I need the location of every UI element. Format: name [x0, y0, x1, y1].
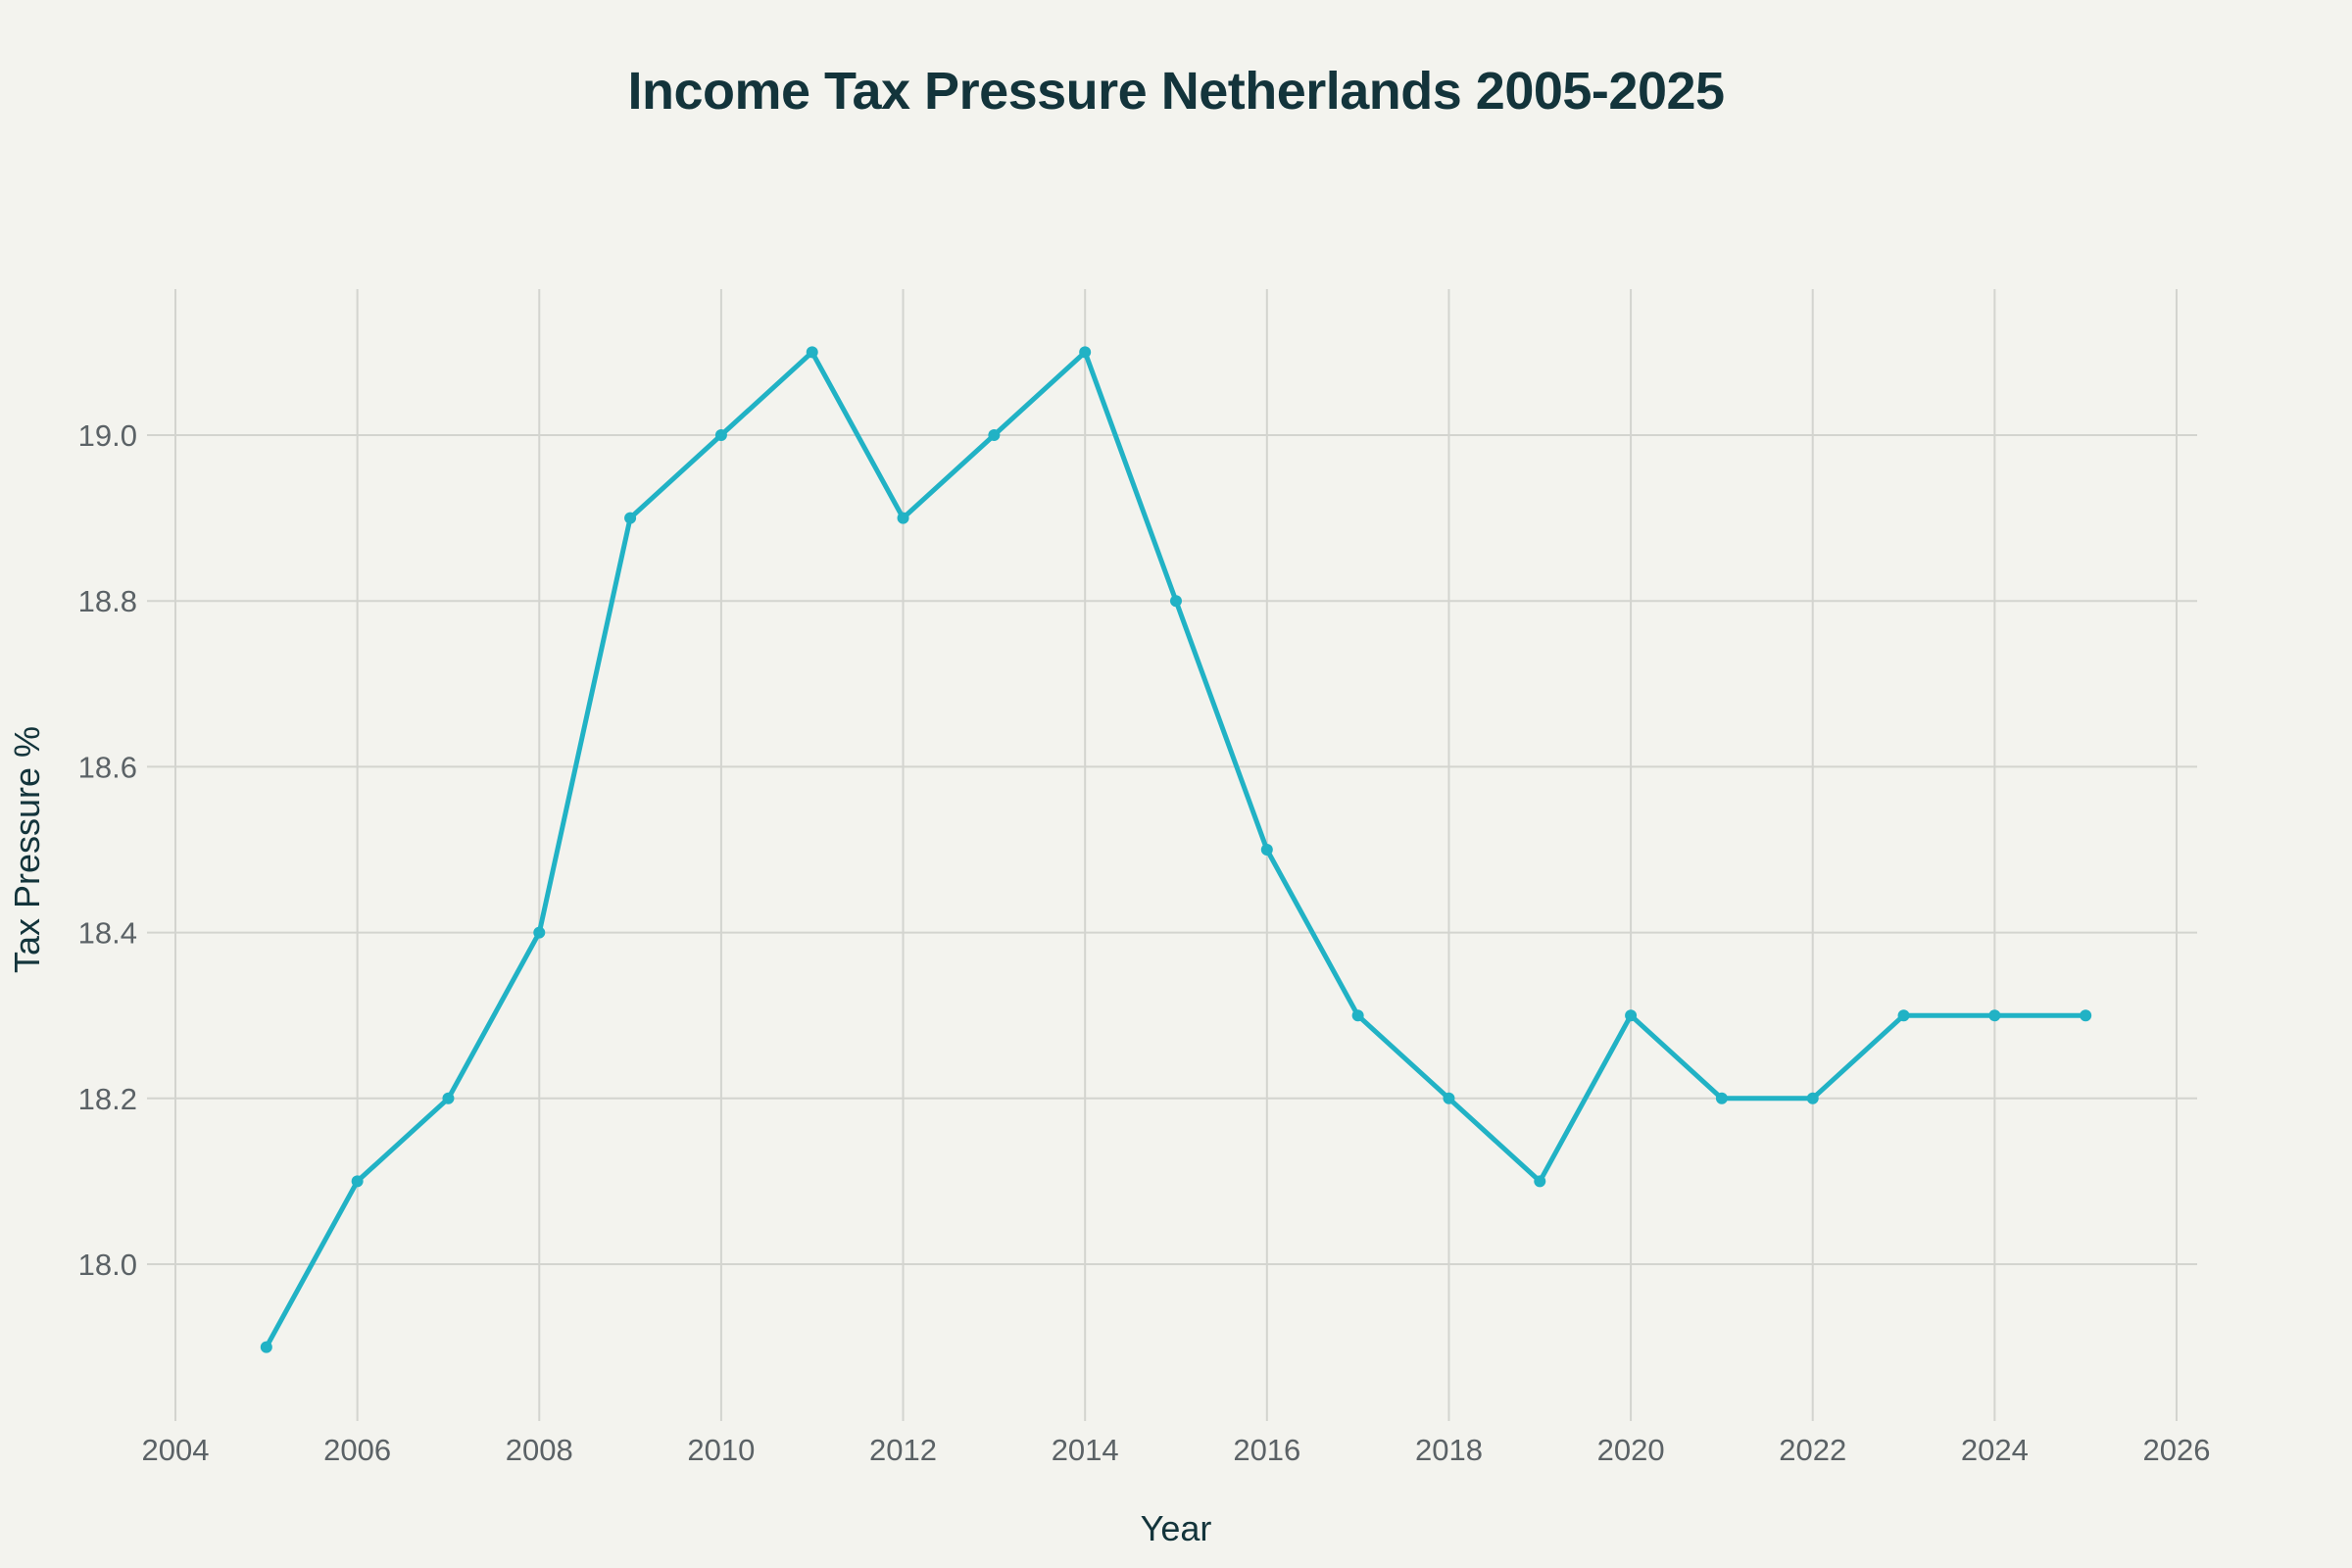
data-point[interactable]: [1897, 1009, 1910, 1022]
x-tick-label: 2018: [1415, 1433, 1483, 1467]
data-point[interactable]: [806, 346, 818, 359]
data-point[interactable]: [1260, 844, 1273, 856]
grid: [147, 289, 2197, 1421]
data-point[interactable]: [714, 429, 727, 441]
y-tick-label: 18.0: [78, 1248, 137, 1282]
data-point[interactable]: [533, 926, 546, 939]
chart-title: Income Tax Pressure Netherlands 2005-202…: [627, 62, 1725, 121]
data-point[interactable]: [1351, 1009, 1364, 1022]
x-tick-label: 2016: [1233, 1433, 1300, 1467]
x-axis-ticks: 2004 2006 2008 2010 2012 2014 2016 2018 2020 2022…: [142, 1433, 2211, 1467]
y-tick-label: 18.2: [78, 1082, 137, 1116]
data-points: [260, 346, 2092, 1353]
y-axis-ticks: 18.0 18.2 18.4 18.6 18.8 19.0: [78, 418, 137, 1282]
data-point[interactable]: [988, 429, 1001, 441]
data-point[interactable]: [260, 1341, 272, 1353]
data-point[interactable]: [897, 512, 909, 524]
data-point[interactable]: [1170, 595, 1182, 608]
x-tick-label: 2020: [1597, 1433, 1665, 1467]
x-tick-label: 2010: [687, 1433, 755, 1467]
data-point[interactable]: [1806, 1092, 1819, 1104]
data-point[interactable]: [1988, 1009, 2001, 1022]
y-tick-label: 19.0: [78, 418, 137, 453]
x-tick-label: 2024: [1961, 1433, 2029, 1467]
y-axis-title: Tax Pressure %: [7, 726, 47, 973]
x-axis-title: Year: [1141, 1508, 1212, 1548]
x-tick-label: 2022: [1779, 1433, 1846, 1467]
y-tick-label: 18.6: [78, 750, 137, 784]
data-point[interactable]: [624, 512, 637, 524]
x-tick-label: 2008: [506, 1433, 573, 1467]
x-tick-label: 2006: [323, 1433, 391, 1467]
x-tick-label: 2014: [1052, 1433, 1119, 1467]
y-tick-label: 18.4: [78, 916, 137, 951]
data-point[interactable]: [1625, 1009, 1638, 1022]
x-tick-label: 2012: [869, 1433, 937, 1467]
data-point[interactable]: [1443, 1092, 1455, 1104]
data-point[interactable]: [442, 1092, 455, 1104]
x-tick-label: 2004: [142, 1433, 210, 1467]
y-tick-label: 18.8: [78, 584, 137, 618]
data-point[interactable]: [1534, 1175, 1546, 1188]
data-point[interactable]: [351, 1175, 364, 1188]
x-tick-label: 2026: [2143, 1433, 2211, 1467]
data-point[interactable]: [1715, 1092, 1728, 1104]
data-point[interactable]: [1079, 346, 1092, 359]
data-point[interactable]: [2080, 1009, 2092, 1022]
